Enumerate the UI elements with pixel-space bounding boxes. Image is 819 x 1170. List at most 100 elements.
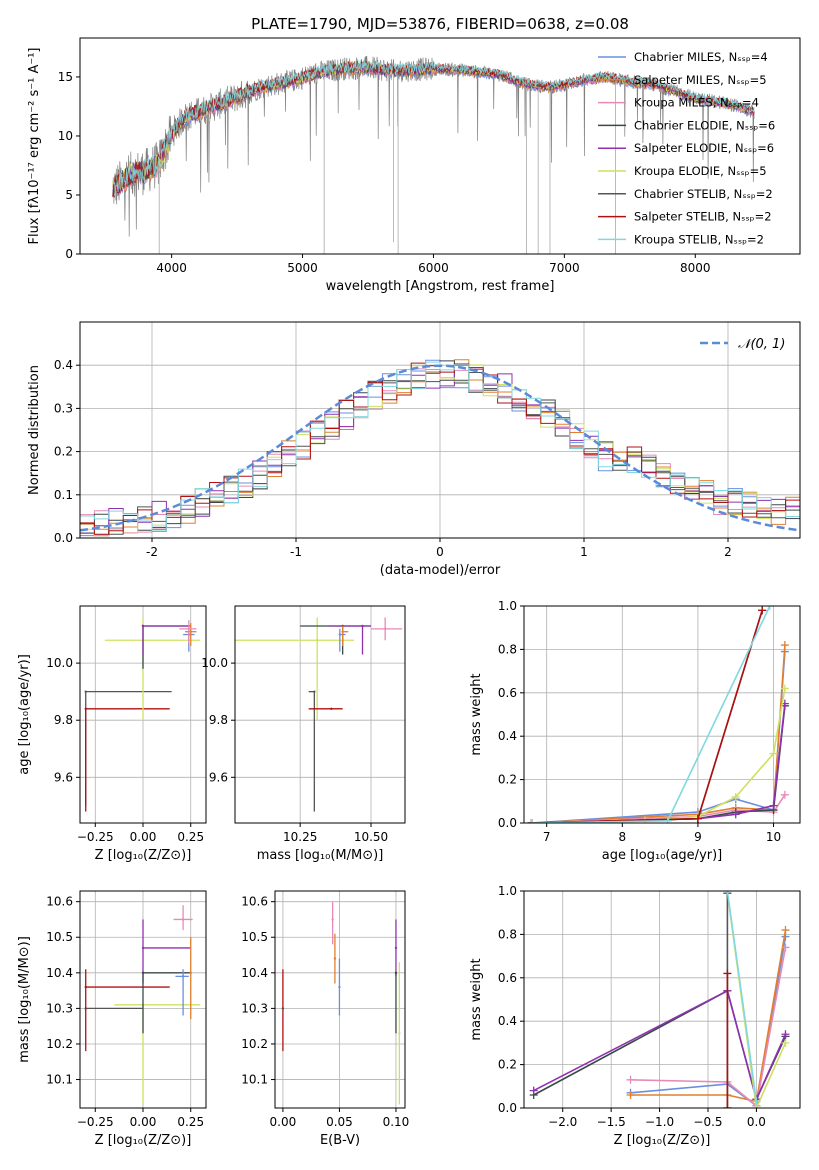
x-tick-label: 0.00 (130, 1115, 157, 1129)
weight-marker-kroupa_elodie (769, 749, 778, 758)
point-salpeter_miles (189, 630, 192, 633)
legend-entry-kroupa_miles: Kroupa MILES, Nₛₛₚ=4 (634, 96, 759, 110)
x-axis-label: (data-model)/error (380, 563, 501, 578)
weight-line-kroupa_stelib (726, 891, 758, 1102)
weight-marker-kroupa_stelib (752, 1097, 761, 1106)
axes-frame (274, 890, 406, 1109)
y-tick-label: 0.0 (498, 816, 517, 830)
point-chabrier_stelib (84, 690, 87, 693)
point-salpeter_miles (341, 630, 344, 633)
axes-frame (523, 890, 801, 1109)
y-tick-label: 10.6 (46, 895, 73, 909)
weight-marker-salpeter_stelib (723, 969, 732, 978)
y-tick-label: 10.3 (241, 1001, 268, 1015)
legend-entry-kroupa_stelib: Kroupa STELIB, Nₛₛₚ=2 (634, 232, 764, 246)
y-tick-label: 0.8 (498, 642, 517, 656)
panel-weight_vs_Z: −2.0 −1.5 −1.0 −0.5 0.0 0.0 0.2 0.4 0.6 0.8 1.0 Z [… (469, 884, 801, 1148)
weight-marker-salpeter_elodie (731, 810, 740, 819)
y-tick-label: 9.8 (54, 713, 73, 727)
x-tick-label: 10.25 (283, 830, 317, 844)
x-tick-label: -1 (290, 545, 302, 559)
weight-marker-salpeter_miles (626, 1090, 635, 1099)
y-tick-label: 1.0 (498, 884, 517, 898)
weight-marker-kroupa_miles (626, 1075, 635, 1084)
weight-marker-kroupa_elodie (731, 792, 740, 801)
weight-line-kroupa_stelib (531, 606, 771, 823)
y-tick-label: 10.5 (46, 930, 73, 944)
panel-mass_vs_Z: −0.25 0.00 0.25 10.1 10.2 10.3 10.4 10.5 10.6 Z [… (17, 890, 207, 1148)
legend-entry-chabrier_elodie: Chabrier ELODIE, Nₛₛₚ=6 (634, 118, 775, 132)
y-tick-label: 0.3 (54, 401, 73, 415)
legend-entry-salpeter_stelib: Salpeter STELIB, Nₛₛₚ=2 (634, 210, 772, 224)
point-chabrier_elodie (141, 971, 145, 975)
x-tick-label: 9 (694, 830, 702, 844)
x-axis-label: mass [log₁₀(M/M⊙)] (257, 848, 384, 863)
point-chabrier_miles (338, 633, 342, 636)
plot-area (84, 617, 201, 812)
model-spectrum-kroupa_stelib (112, 60, 755, 195)
point-chabrier_stelib (281, 1007, 285, 1010)
point-salpeter_elodie (361, 624, 364, 628)
spectrum-legend: Chabrier MILES, Nₛₛₚ=4 Salpeter MILES, Nₛ… (598, 50, 775, 246)
panel-weight_vs_age: 7 8 9 10 0.0 0.2 0.4 0.6 0.8 1.0 age [log₁₀(age/yr… (469, 599, 801, 863)
y-axis-label: age [log₁₀(age/yr)] (17, 654, 32, 775)
y-tick-label: 0.2 (54, 445, 73, 459)
y-tick-label: 0.0 (54, 531, 73, 545)
y-tick-label: 10.6 (241, 895, 268, 909)
point-kroupa_miles (187, 627, 191, 631)
plot-area (281, 901, 401, 1105)
y-tick-label: 0.2 (498, 1058, 517, 1072)
x-axis-label: E(B-V) (320, 1133, 360, 1148)
weight-marker-salpeter_miles (781, 926, 790, 935)
plot-area (235, 617, 403, 812)
plot-area (527, 606, 789, 823)
x-tick-label: 6000 (418, 261, 449, 275)
weight-line-kroupa_miles (630, 947, 787, 1108)
x-tick-label: 10.50 (354, 830, 388, 844)
x-tick-label: -2 (146, 545, 158, 559)
legend-entry-salpeter_miles: Salpeter MILES, Nₛₛₚ=5 (634, 73, 767, 87)
y-tick-label: 9.6 (54, 770, 73, 784)
x-tick-label: 0.0 (747, 1115, 766, 1129)
y-tick-label: 15 (58, 70, 73, 84)
histogram-salpeter_elodie (80, 364, 800, 537)
y-axis-label: Normed distribution (27, 365, 42, 495)
plot-area (529, 891, 790, 1108)
point-kroupa_miles (181, 918, 185, 921)
weight-marker-salpeter_stelib (723, 1104, 732, 1108)
weight-marker-salpeter_stelib (758, 606, 767, 615)
point-chabrier_stelib (313, 690, 316, 693)
x-tick-label: −1.5 (597, 1115, 626, 1129)
y-tick-label: 0.0 (498, 1101, 517, 1115)
y-tick-label: 0.2 (498, 773, 517, 787)
point-kroupa_miles (383, 627, 387, 631)
y-tick-label: 0.4 (498, 1014, 517, 1028)
point-salpeter_stelib (330, 707, 333, 710)
x-axis-label: Z [log₁₀(Z/Z⊙)] (95, 848, 192, 863)
x-tick-label: 0.25 (177, 1115, 204, 1129)
x-tick-label: 8000 (680, 261, 711, 275)
y-tick-label: 10.3 (46, 1001, 73, 1015)
axes-frame (234, 605, 406, 824)
weight-marker-salpeter_miles (780, 641, 789, 650)
x-tick-label: −1.0 (645, 1115, 674, 1129)
y-tick-label: 0.8 (498, 927, 517, 941)
plot-area (112, 55, 755, 254)
weight-marker-salpeter_elodie (769, 801, 778, 810)
weight-line-salpeter_elodie (533, 989, 787, 1102)
x-tick-label: 7 (543, 830, 551, 844)
y-tick-label: 0.6 (498, 686, 517, 700)
x-tick-label: 0 (436, 545, 444, 559)
x-axis-label: Z [log₁₀(Z/Z⊙)] (614, 1133, 711, 1148)
legend-entry-salpeter_elodie: Salpeter ELODIE, Nₛₛₚ=6 (634, 141, 774, 155)
weight-line-chabrier_stelib (531, 610, 763, 823)
point-salpeter_miles (189, 971, 192, 975)
x-tick-label: −2.0 (548, 1115, 577, 1129)
x-axis-label: Z [log₁₀(Z/Z⊙)] (95, 1133, 192, 1148)
weight-line-salpeter_elodie (531, 703, 786, 823)
weight-marker-kroupa_elodie (781, 1038, 790, 1047)
point-salpeter_miles (333, 957, 337, 960)
x-tick-label: 0.05 (326, 1115, 353, 1129)
panel-age_vs_mass: 10.25 10.50 9.6 9.8 10.0 mass [log₁₀(M/M⊙)] (201, 605, 406, 863)
weight-marker-kroupa_stelib (765, 606, 774, 610)
